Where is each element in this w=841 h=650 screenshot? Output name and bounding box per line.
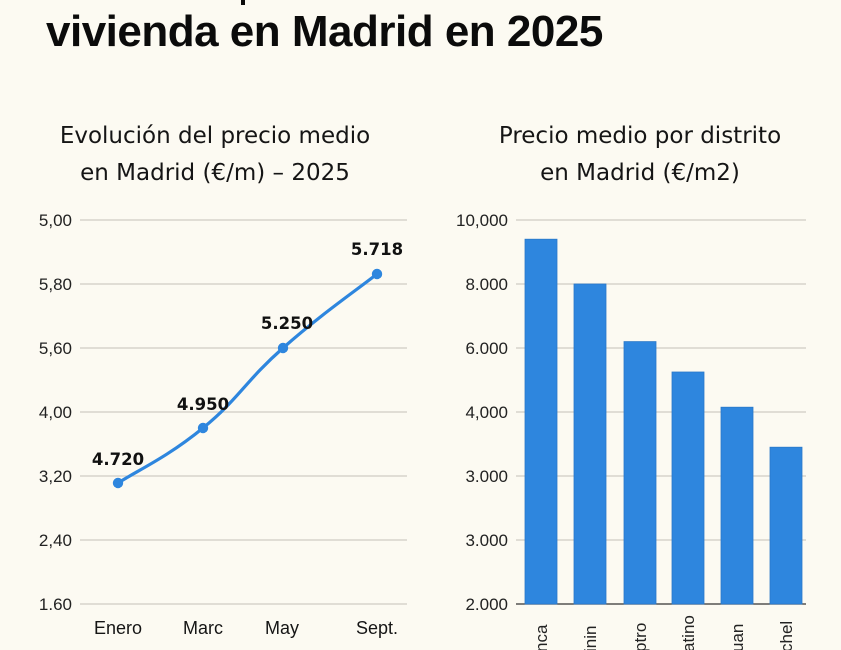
- line-data-label: 5.718: [351, 240, 403, 259]
- line-chart-y-tick-label: 3,20: [39, 467, 72, 486]
- line-data-point: [112, 477, 124, 489]
- bar: [573, 283, 607, 605]
- line-chart-x-tick-label: Enero: [94, 618, 142, 638]
- line-chart-title: Evolución del precio medio en Madrid (€/…: [20, 118, 410, 192]
- line-chart-x-tick-label: Sept.: [356, 618, 398, 638]
- line-data-label: 4.950: [177, 395, 229, 414]
- line-data-point: [277, 342, 289, 354]
- line-chart-y-tick-label: 2,40: [39, 531, 72, 550]
- bar-chart-title: Precio medio por distrito en Madrid (€/m…: [440, 118, 840, 192]
- bar: [623, 341, 657, 605]
- bar-chart-y-tick-label: 10,000: [456, 211, 508, 230]
- line-series-precio-medio: [116, 272, 379, 485]
- bar-chart-title-line-1: Precio medio por distrito: [498, 123, 782, 149]
- bar-chart-y-tick-label: 3.000: [465, 531, 508, 550]
- bar-category-label: nca: [532, 624, 551, 650]
- bar: [671, 371, 705, 605]
- line-chart-y-tick-label: 5,80: [39, 275, 72, 294]
- bar: [524, 238, 558, 605]
- line-chart-y-tick-label: 5,60: [39, 339, 72, 358]
- line-chart-x-tick-label: May: [265, 618, 299, 638]
- line-data-label: 5.250: [261, 314, 313, 333]
- bar-chart-y-tick-label: 6.000: [465, 339, 508, 358]
- line-chart-y-tick-label: 1.60: [39, 595, 72, 614]
- main-title: vivienda en Madrid en 2025: [46, 7, 603, 56]
- line-chart-title-line-2: en Madrid (€/m) – 2025: [80, 160, 350, 186]
- line-data-point: [371, 268, 383, 280]
- bar-category-label: chel: [777, 621, 796, 650]
- line-data-label: 4.720: [92, 450, 144, 469]
- title-fragment: [241, 0, 245, 5]
- bar-chart-y-tick-label: 8.000: [465, 275, 508, 294]
- bar: [720, 406, 754, 605]
- bar-category-label: atino: [679, 615, 698, 650]
- bar-chart-y-tick-label: 3.000: [465, 467, 508, 486]
- line-chart-x-tick-label: Marc: [183, 618, 223, 638]
- bar-category-label: inin: [581, 626, 600, 650]
- line-chart-y-tick-label: 4,00: [39, 403, 72, 422]
- bar: [769, 446, 803, 605]
- line-data-point: [197, 422, 209, 434]
- line-chart-title-line-1: Evolución del precio medio: [59, 123, 371, 149]
- bar-chart-y-tick-label: 2.000: [465, 595, 508, 614]
- line-chart-y-tick-label: 5,00: [39, 211, 72, 230]
- bar-category-label: uan: [728, 624, 747, 650]
- bar-category-label: ptro: [631, 623, 650, 650]
- bar-chart-y-tick-label: 4,000: [465, 403, 508, 422]
- bar-chart-title-line-2: en Madrid (€/m2): [540, 160, 740, 186]
